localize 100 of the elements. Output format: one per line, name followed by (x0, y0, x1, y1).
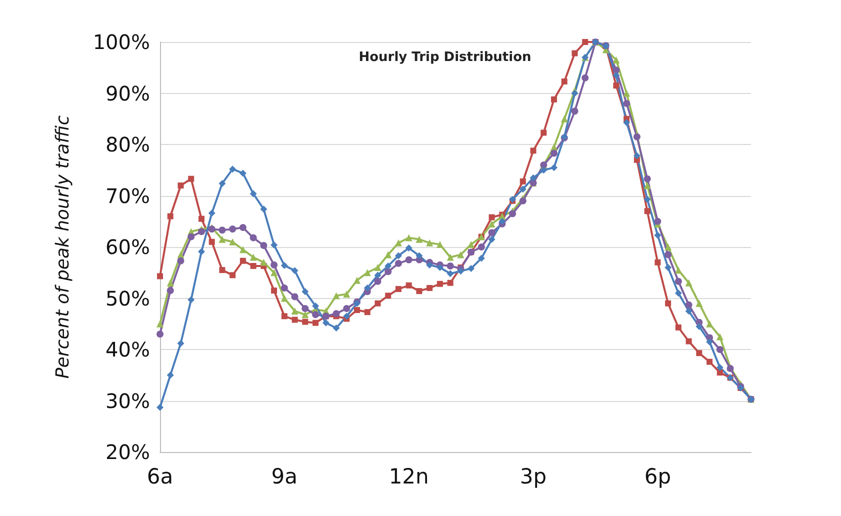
point (343, 290, 350, 298)
point (384, 251, 392, 258)
point (374, 300, 381, 306)
point (633, 133, 640, 140)
point (478, 254, 485, 262)
point (582, 39, 588, 45)
point (540, 130, 547, 136)
point (436, 240, 444, 248)
point (696, 300, 703, 307)
y-tick-label: 60% (106, 235, 150, 259)
point (156, 330, 164, 338)
y-tick-label: 30% (106, 388, 150, 413)
point (167, 213, 174, 220)
point (230, 272, 236, 278)
point (229, 238, 236, 246)
point (716, 364, 724, 371)
point (654, 259, 661, 266)
point (292, 316, 298, 323)
point (219, 267, 226, 274)
point (394, 260, 402, 267)
point (654, 232, 662, 239)
point (364, 269, 371, 276)
x-tick-label: 3p (520, 464, 547, 488)
point (571, 108, 578, 115)
point (436, 264, 444, 271)
point (177, 340, 184, 347)
point (551, 96, 557, 102)
point (488, 229, 496, 236)
point (218, 180, 226, 187)
point (374, 278, 382, 285)
point (674, 278, 682, 285)
x-tick-label: 6a (146, 464, 174, 488)
point (239, 246, 246, 254)
point (716, 370, 723, 376)
point (240, 258, 246, 264)
point (716, 333, 724, 340)
point (332, 292, 340, 300)
point (250, 254, 257, 261)
point (270, 269, 278, 276)
y-tick-label: 50% (106, 286, 150, 310)
x-tick-label: 6p (644, 464, 672, 488)
point (270, 241, 278, 248)
point (633, 152, 640, 160)
point (674, 290, 682, 297)
point (281, 313, 288, 320)
point (405, 256, 412, 264)
point (384, 262, 392, 270)
point (446, 262, 454, 270)
point (457, 268, 464, 275)
text: Hourly Trip Distribution (358, 50, 532, 65)
point (644, 182, 651, 189)
point (674, 266, 682, 274)
point (446, 270, 454, 278)
point (280, 284, 288, 292)
point (385, 292, 392, 299)
point (612, 72, 620, 79)
point (664, 264, 672, 271)
point (685, 301, 692, 308)
point (716, 346, 724, 353)
point (550, 164, 558, 172)
point (664, 251, 672, 258)
point (530, 148, 536, 154)
point (332, 310, 340, 318)
x-tick-label: 9a (271, 464, 298, 488)
point (178, 182, 184, 188)
point (364, 309, 370, 316)
point (612, 56, 620, 64)
point (260, 242, 268, 249)
point (478, 244, 485, 250)
point (560, 115, 568, 122)
point (260, 206, 268, 213)
y-axis-title: Percent of peak hourly traffic (52, 115, 74, 379)
point (384, 268, 392, 276)
point (665, 300, 672, 306)
point (239, 170, 246, 177)
point (613, 82, 620, 89)
point (166, 287, 174, 294)
point (198, 248, 205, 256)
point (623, 100, 630, 107)
point (302, 318, 308, 325)
point (685, 308, 692, 315)
point (302, 288, 309, 296)
y-tick-label: 20% (106, 440, 150, 464)
point (416, 236, 423, 243)
point (354, 276, 360, 284)
point (406, 282, 412, 288)
point (271, 288, 278, 294)
point (571, 90, 578, 97)
point (416, 288, 422, 294)
point (291, 267, 298, 274)
point (332, 324, 340, 332)
point (156, 404, 164, 411)
point (644, 208, 650, 214)
point (239, 224, 246, 232)
point (374, 264, 382, 271)
point (664, 244, 672, 250)
point (354, 307, 360, 314)
point (395, 286, 402, 292)
point (405, 234, 412, 242)
point (519, 186, 526, 193)
